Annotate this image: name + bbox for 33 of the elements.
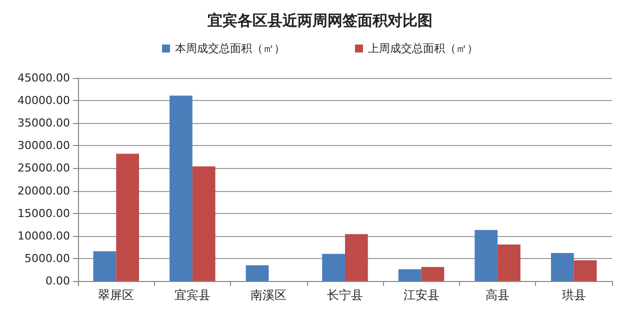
y-tick-label: 25000.00 xyxy=(18,162,70,175)
bar xyxy=(192,166,216,281)
legend-label: 本周成交总面积（㎡） xyxy=(175,42,285,55)
y-tick-label: 5000.00 xyxy=(24,252,70,265)
bar xyxy=(345,234,368,281)
bar xyxy=(398,269,422,281)
x-tick-label: 高县 xyxy=(486,288,510,302)
bar xyxy=(170,96,192,281)
x-tick-label: 长宁县 xyxy=(327,288,363,302)
x-tick-label: 宜宾县 xyxy=(174,288,210,302)
legend-label: 上周成交总面积（㎡） xyxy=(368,42,478,55)
x-tick-label: 江安县 xyxy=(403,288,440,302)
bar xyxy=(246,265,269,281)
y-tick-label: 10000.00 xyxy=(18,229,70,242)
chart-title: 宜宾各区县近两周网签面积对比图 xyxy=(208,12,432,30)
bar xyxy=(574,260,597,281)
y-tick-label: 30000.00 xyxy=(18,139,70,152)
bar xyxy=(322,254,345,281)
bar xyxy=(474,230,498,281)
y-tick-label: 40000.00 xyxy=(18,94,70,108)
y-tick-label: 45000.00 xyxy=(18,72,70,84)
bar xyxy=(421,267,444,281)
bar xyxy=(498,244,520,281)
y-tick-label: 0.00 xyxy=(46,274,70,288)
x-tick-label: 翠屏区 xyxy=(98,288,134,302)
bar xyxy=(550,253,574,281)
bar xyxy=(116,154,140,281)
x-tick-label: 珙县 xyxy=(562,288,586,302)
y-tick-label: 15000.00 xyxy=(18,206,70,220)
y-tick-label: 35000.00 xyxy=(18,116,70,130)
y-tick-label: 20000.00 xyxy=(18,184,70,198)
bar xyxy=(93,251,116,281)
x-tick-label: 南溪区 xyxy=(250,288,287,302)
